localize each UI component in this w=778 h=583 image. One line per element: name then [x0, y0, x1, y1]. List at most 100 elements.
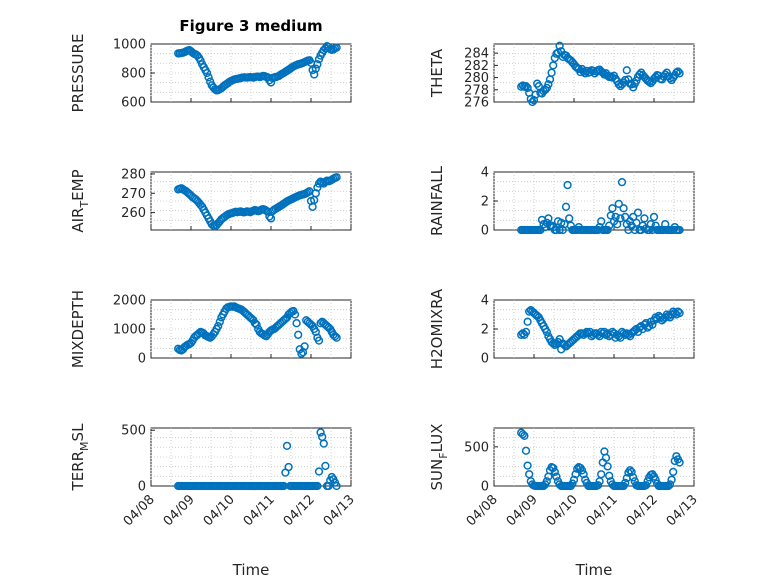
- data-point: [675, 225, 684, 235]
- subplot-h2omixra: 0 2 4 H2OMIXRA: [428, 288, 695, 369]
- data-point: [603, 462, 612, 471]
- data-point: [332, 43, 341, 52]
- data-point: [565, 214, 574, 223]
- y-tick-label: 2: [481, 195, 489, 210]
- data-point: [593, 481, 603, 490]
- data-point: [569, 475, 579, 484]
- figure-title: Figure 3 medium: [179, 17, 322, 35]
- y-tick-label: 270: [121, 187, 146, 202]
- data-point: [560, 340, 569, 350]
- air-temp-axis-label: AIRTEMP: [69, 169, 91, 232]
- data-point: [523, 317, 532, 326]
- data-point: [311, 64, 320, 73]
- data-point: [284, 462, 293, 472]
- data-point: [330, 332, 340, 341]
- y-tick-label: 2: [481, 323, 489, 338]
- data-point: [544, 80, 553, 89]
- data-point: [675, 458, 684, 467]
- data-point: [643, 477, 652, 486]
- data-point: [627, 467, 636, 477]
- data-point: [523, 461, 532, 470]
- data-point: [521, 81, 531, 91]
- mixdepth-axis-label: MIXDEPTH: [69, 290, 87, 368]
- data-point: [641, 481, 651, 490]
- y-tick-label: 500: [464, 440, 489, 455]
- y-tick-label: 0: [481, 352, 489, 367]
- data-point: [625, 466, 635, 475]
- pressure-axis-label: PRESSURE: [69, 34, 87, 113]
- pressure-series: [174, 42, 341, 95]
- data-point: [614, 80, 623, 89]
- y-tick-label: 500: [121, 424, 146, 439]
- data-point: [332, 173, 341, 182]
- data-point: [621, 478, 630, 488]
- data-point: [549, 463, 558, 473]
- rainfall-series: [517, 178, 684, 235]
- subplot-mixdepth: 0 1000 2000 MIXDEPTH: [69, 290, 352, 368]
- rainfall-axis-label: RAINFALL: [428, 165, 446, 236]
- terr-msl-gridlines: [150, 428, 352, 486]
- data-point: [542, 477, 551, 486]
- data-point: [633, 208, 643, 217]
- data-point: [555, 41, 564, 50]
- data-point: [549, 339, 558, 348]
- data-point: [622, 66, 631, 75]
- data-point: [550, 467, 559, 477]
- y-tick-label: 0: [138, 480, 146, 495]
- data-point: [611, 212, 620, 222]
- y-tick-label: 282: [464, 59, 489, 74]
- data-point: [619, 329, 628, 338]
- y-tick-label: 276: [464, 96, 489, 111]
- data-point: [282, 441, 292, 450]
- y-tick-label: 4: [481, 166, 489, 181]
- data-point: [619, 204, 628, 213]
- y-tick-label: 284: [464, 47, 489, 62]
- data-point: [601, 453, 611, 462]
- data-point: [521, 327, 531, 337]
- data-point: [673, 67, 683, 76]
- y-tick-label: 4: [481, 294, 489, 309]
- data-point: [605, 471, 614, 480]
- data-point: [581, 329, 590, 338]
- data-point: [616, 214, 625, 223]
- x-axis-label-right: Time: [575, 561, 613, 579]
- subplot-air-temp: 260 270 280 AIRTEMP: [69, 167, 352, 233]
- data-point: [664, 481, 673, 491]
- subplot-pressure: 600 800 1000 PRESSURE: [69, 34, 352, 113]
- data-point: [518, 430, 527, 439]
- data-point: [300, 342, 309, 351]
- data-point: [568, 479, 577, 488]
- data-point: [608, 204, 617, 213]
- data-point: [544, 214, 553, 223]
- data-point: [617, 178, 627, 187]
- data-point: [649, 212, 659, 222]
- air-temp-series: [174, 173, 341, 231]
- data-point: [621, 212, 630, 222]
- data-point: [290, 310, 300, 319]
- y-tick-label: 260: [121, 206, 146, 221]
- data-point: [603, 225, 612, 235]
- data-point: [202, 68, 212, 78]
- y-tick-label: 0: [138, 352, 146, 367]
- data-point: [549, 61, 558, 70]
- y-tick-label: 600: [121, 96, 146, 111]
- y-tick-label: 2000: [113, 294, 146, 309]
- subplot-rainfall: 0 2 4 RAINFALL: [428, 165, 695, 239]
- data-point: [292, 319, 301, 328]
- data-point: [528, 97, 537, 107]
- data-point: [520, 431, 529, 440]
- sun-flux-series: [517, 428, 684, 491]
- data-point: [561, 202, 571, 211]
- data-point: [316, 319, 325, 328]
- data-point: [582, 327, 591, 337]
- data-point: [651, 475, 660, 484]
- data-point: [313, 481, 322, 491]
- data-point: [640, 214, 649, 223]
- data-point: [529, 96, 539, 105]
- y-tick-label: 278: [464, 83, 489, 98]
- data-point: [521, 446, 531, 455]
- data-point: [252, 320, 261, 329]
